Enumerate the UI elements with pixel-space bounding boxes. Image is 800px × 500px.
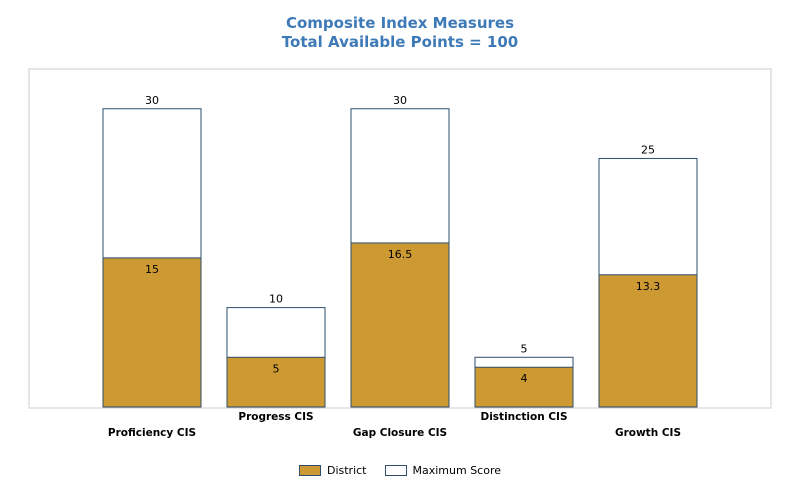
chart-subtitle: Total Available Points = 100 (281, 33, 519, 51)
legend-item-district: District (298, 464, 367, 477)
bar-district (350, 242, 450, 408)
legend-label-maximum-score: Maximum Score (412, 464, 502, 477)
data-label-maximum-score: 10 (269, 293, 283, 306)
bar-district (474, 366, 574, 408)
chart-title-block: Composite Index Measures Total Available… (0, 14, 800, 52)
x-tick-label: Growth CIS (615, 427, 681, 439)
legend-swatch-district (298, 465, 321, 476)
data-label-maximum-score: 5 (521, 342, 528, 355)
legend-swatch-maximum-score (384, 465, 407, 476)
data-label-maximum-score: 25 (641, 143, 655, 156)
legend: District Maximum Score (0, 464, 800, 477)
legend-label-district: District (326, 464, 367, 477)
x-tick-label: Distinction CIS (480, 411, 567, 423)
x-tick-label: Progress CIS (238, 411, 313, 423)
data-label-district: 13.3 (636, 280, 661, 293)
bar-district (102, 257, 202, 408)
data-label-district: 5 (273, 362, 280, 375)
data-label-maximum-score: 30 (393, 94, 407, 107)
legend-item-maximum-score: Maximum Score (384, 464, 502, 477)
bar-district (226, 356, 326, 408)
data-label-district: 15 (145, 263, 159, 276)
bars-group: 30 15 Proficiency CIS 10 5 Progress CIS 30 16.5… (102, 94, 698, 439)
chart-title: Composite Index Measures (285, 14, 515, 32)
data-label-maximum-score: 30 (145, 94, 159, 107)
x-tick-label: Gap Closure CIS (353, 427, 447, 439)
bar-district (598, 274, 698, 408)
data-label-district: 16.5 (388, 248, 413, 261)
data-label-district: 4 (521, 372, 528, 385)
x-tick-label: Proficiency CIS (108, 427, 196, 439)
